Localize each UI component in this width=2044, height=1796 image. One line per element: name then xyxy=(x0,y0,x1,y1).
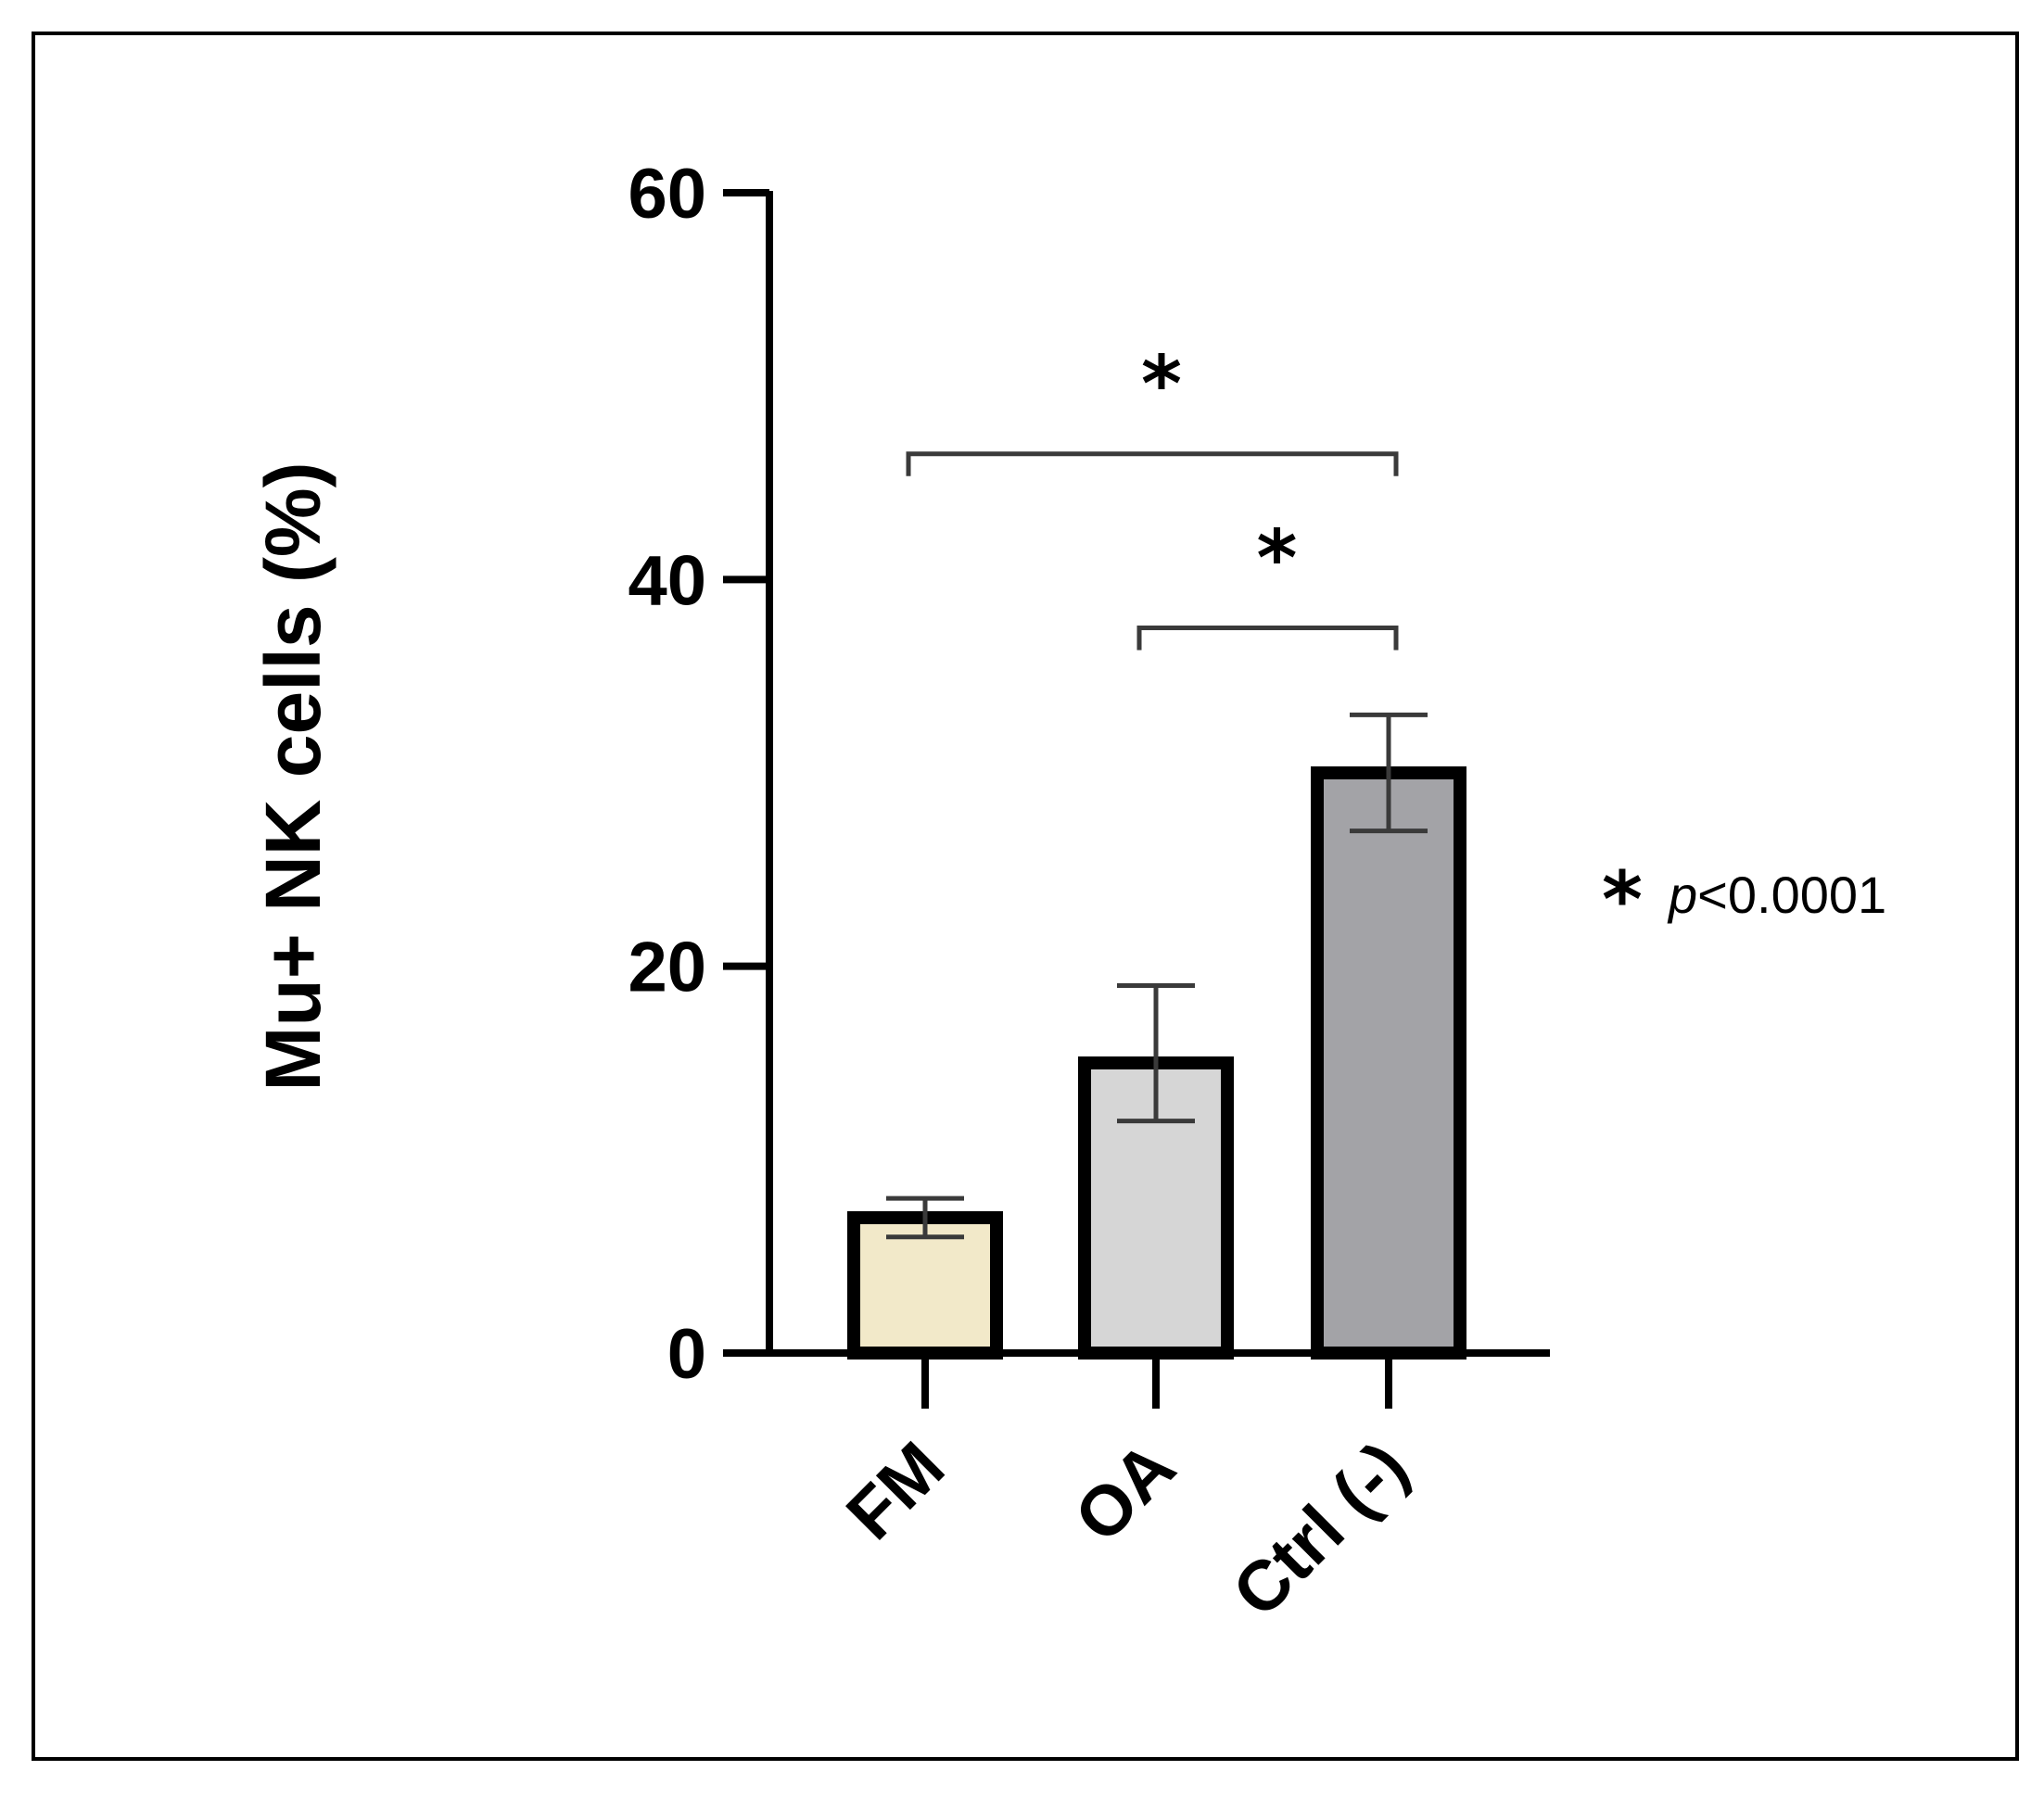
x-tick-label: Ctrl (-) xyxy=(1218,1427,1423,1632)
p-value-note-p: p xyxy=(1667,866,1697,924)
significance-star: * xyxy=(1257,513,1298,604)
x-tick-label: FM xyxy=(832,1427,959,1555)
y-tick-label: 0 xyxy=(667,1315,706,1394)
y-tick-label: 20 xyxy=(628,929,706,1007)
p-value-note: * p<0.0001 xyxy=(1602,854,1886,945)
significance-bracket xyxy=(906,451,1399,476)
significance-star: * xyxy=(1141,339,1182,430)
y-tick-label: 60 xyxy=(628,155,706,234)
p-value-note-star: * xyxy=(1602,854,1643,945)
bar-ctrl xyxy=(1311,766,1466,1360)
p-value-note-threshold: <0.0001 xyxy=(1697,866,1886,924)
svg-text:p<0.0001: p<0.0001 xyxy=(1667,866,1886,924)
significance-bracket xyxy=(1136,626,1399,651)
y-axis-title: Mu+ NK cells (%) xyxy=(249,462,336,1091)
x-tick-label: OA xyxy=(1060,1427,1190,1558)
y-tick-label: 40 xyxy=(628,541,706,620)
chart-frame xyxy=(32,32,2019,1761)
